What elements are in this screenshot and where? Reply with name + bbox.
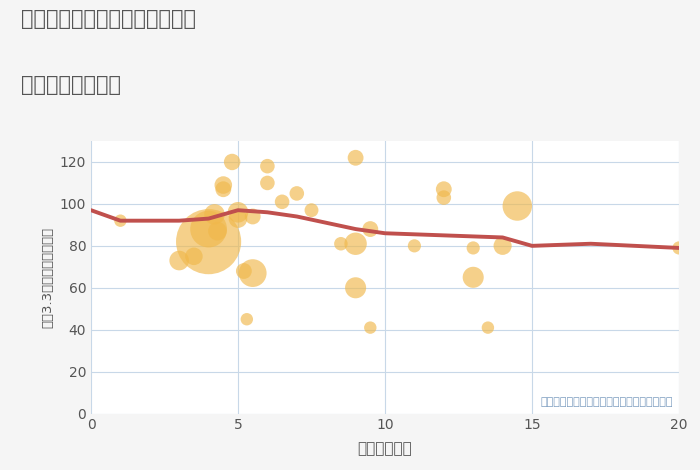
Point — [438, 194, 449, 201]
Point — [241, 315, 253, 323]
Point — [276, 198, 288, 205]
Point — [468, 274, 479, 281]
Point — [218, 186, 229, 193]
Point — [365, 225, 376, 233]
Point — [482, 324, 493, 331]
Point — [203, 238, 214, 245]
X-axis label: 駅距離（分）: 駅距離（分） — [358, 441, 412, 456]
Point — [232, 215, 244, 222]
Point — [350, 284, 361, 291]
Point — [291, 190, 302, 197]
Point — [350, 240, 361, 248]
Point — [174, 257, 185, 264]
Point — [438, 186, 449, 193]
Point — [209, 211, 220, 218]
Point — [262, 163, 273, 170]
Point — [203, 225, 214, 233]
Point — [188, 252, 199, 260]
Point — [497, 242, 508, 250]
Point — [512, 202, 523, 210]
Point — [227, 158, 238, 166]
Text: 駅距離別土地価格: 駅距離別土地価格 — [21, 75, 121, 95]
Point — [262, 179, 273, 187]
Point — [350, 154, 361, 162]
Point — [335, 240, 346, 248]
Point — [409, 242, 420, 250]
Point — [218, 181, 229, 189]
Point — [115, 217, 126, 225]
Point — [212, 227, 223, 235]
Point — [247, 213, 258, 220]
Point — [365, 324, 376, 331]
Point — [673, 244, 685, 252]
Point — [468, 244, 479, 252]
Point — [238, 267, 249, 275]
Point — [247, 269, 258, 277]
Point — [232, 209, 244, 216]
Y-axis label: 坪（3.3㎡）単価（万円）: 坪（3.3㎡）単価（万円） — [41, 227, 54, 328]
Text: 東京都京王よみうりランド駅の: 東京都京王よみうりランド駅の — [21, 9, 196, 30]
Point — [306, 206, 317, 214]
Text: 円の大きさは、取引のあった物件面積を示す: 円の大きさは、取引のあった物件面積を示す — [540, 397, 673, 407]
